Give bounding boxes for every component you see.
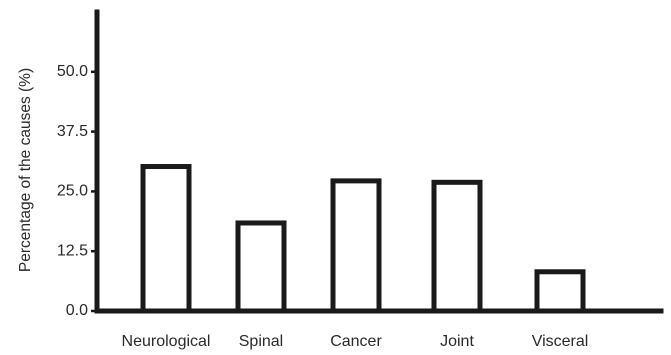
bar-spinal (235, 220, 287, 314)
y-tick-label: 25.0 (57, 183, 88, 200)
bar-joint (431, 179, 483, 314)
y-tick-label: 0.0 (66, 302, 88, 319)
y-axis-ticks: 0.0 12.5 25.0 37.5 50.0 (57, 63, 97, 319)
y-tick-label: 37.5 (57, 123, 88, 140)
x-tick-label-spinal: Spinal (239, 333, 283, 350)
bar-cancer (330, 178, 382, 314)
y-tick-label: 12.5 (57, 242, 88, 259)
bar-neurological (140, 164, 192, 314)
x-tick-label-joint: Joint (440, 333, 474, 350)
y-axis-title: Percentage of the causes (%) (17, 68, 34, 272)
x-tick-label-visceral: Visceral (532, 333, 589, 350)
category-labels: Neurological Spinal Cancer Joint Visceral (122, 333, 589, 350)
bars (140, 164, 586, 314)
y-tick-label: 50.0 (57, 63, 88, 80)
x-tick-label-neurological: Neurological (122, 333, 211, 350)
bar-visceral (534, 269, 586, 314)
x-tick-label-cancer: Cancer (330, 333, 382, 350)
